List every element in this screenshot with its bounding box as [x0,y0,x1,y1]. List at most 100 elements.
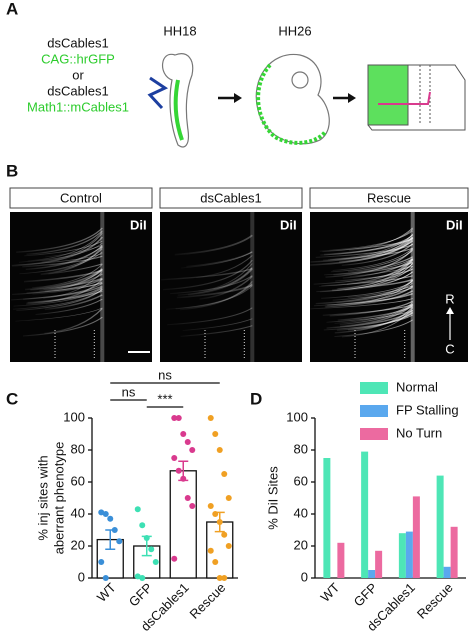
condition: Rescue [367,190,411,205]
fiber [40,246,103,276]
fiber [326,309,414,329]
y-tick-label: 100 [63,409,85,424]
fiber [25,268,103,291]
data-point [134,573,141,580]
fiber [166,285,253,310]
fiber [310,236,414,263]
fiber [180,325,253,337]
legend-swatch [360,405,388,417]
x-tick-label: WT [94,580,119,605]
fiber [331,278,413,291]
fiber [11,253,103,266]
y-tick-label: 40 [71,505,85,520]
data-point [152,559,159,565]
x-tick-label: GFP [126,580,156,610]
y-tick-label: 60 [294,473,308,488]
data-point [225,543,232,549]
fiber [322,304,413,316]
data-point [216,447,223,453]
data-point [139,522,146,529]
line: dsCables1 [47,35,108,50]
fiber [328,233,413,260]
data-point [207,503,214,509]
line: Math1::mCables1 [27,99,129,114]
bar [375,550,383,578]
legend-label: FP Stalling [396,402,459,417]
y-tick-label: 20 [294,537,308,552]
stain: DiI [446,217,463,232]
fiber [347,256,414,273]
fiber [336,282,413,304]
fiber [349,265,413,277]
data-point [134,506,141,513]
legend-swatch [360,428,388,440]
fiber [16,227,103,253]
x-tick-label: GFP [351,580,381,610]
data-point [221,575,228,581]
fiber [44,294,103,311]
y-axis-label: % inj sites with [35,455,50,540]
data-point [184,495,191,501]
data-point [212,559,219,565]
data-point [221,471,228,477]
panel-label: B [6,161,18,180]
embryo-hh18 [147,53,194,148]
y-tick-label: 60 [71,473,85,488]
data-point [102,511,109,517]
x-tick-label: WT [318,580,343,605]
bar [405,531,413,578]
panel-label: D [250,389,262,408]
legend-label: No Turn [396,425,442,440]
data-point [207,415,214,421]
bar [443,566,451,578]
fiber [186,251,253,268]
fiber [26,282,103,294]
fiber [18,242,103,263]
data-point [189,447,196,453]
fiber [332,247,413,271]
fiber [325,248,414,278]
fiber [169,275,253,295]
y-axis-label: % DiI Sites [265,466,280,530]
axis-arrowhead [446,307,454,314]
stain-labels: DiI DiI DiI [130,217,463,232]
data-point [212,511,219,517]
y-tick-label: 20 [71,537,85,552]
data-point [189,503,196,509]
y-tick-label: 80 [71,441,85,456]
bar [450,526,458,578]
axis-label: C [445,341,454,356]
fiber [22,255,103,268]
fiber [26,278,103,305]
fiber [27,290,103,304]
bar [412,496,420,578]
fiber [39,273,103,292]
bar [361,451,369,578]
bar [398,533,406,578]
legend-label: Normal [396,379,438,394]
data-point [207,547,214,554]
condition: Control [60,190,102,205]
y-tick-label: 40 [294,505,308,520]
fiber [310,237,414,266]
line: CAG::hrGFP [41,51,115,66]
panel-label: A [6,0,18,18]
fiber [337,305,413,321]
fiber [329,230,413,251]
bar [337,542,345,578]
data-point [216,519,223,525]
x-tick-label: Rescue [187,580,229,622]
significance-label: ns [158,367,172,382]
data-point [221,531,228,538]
fiber [347,285,413,299]
fiber [339,303,414,325]
fiber [45,244,103,258]
data-point [116,538,123,545]
bar [169,470,197,579]
fiber [48,263,103,275]
data-point [102,575,109,581]
fiber [349,227,413,251]
construct-text: dsCables1 CAG::hrGFP or dsCables1 Math1:… [27,35,129,114]
